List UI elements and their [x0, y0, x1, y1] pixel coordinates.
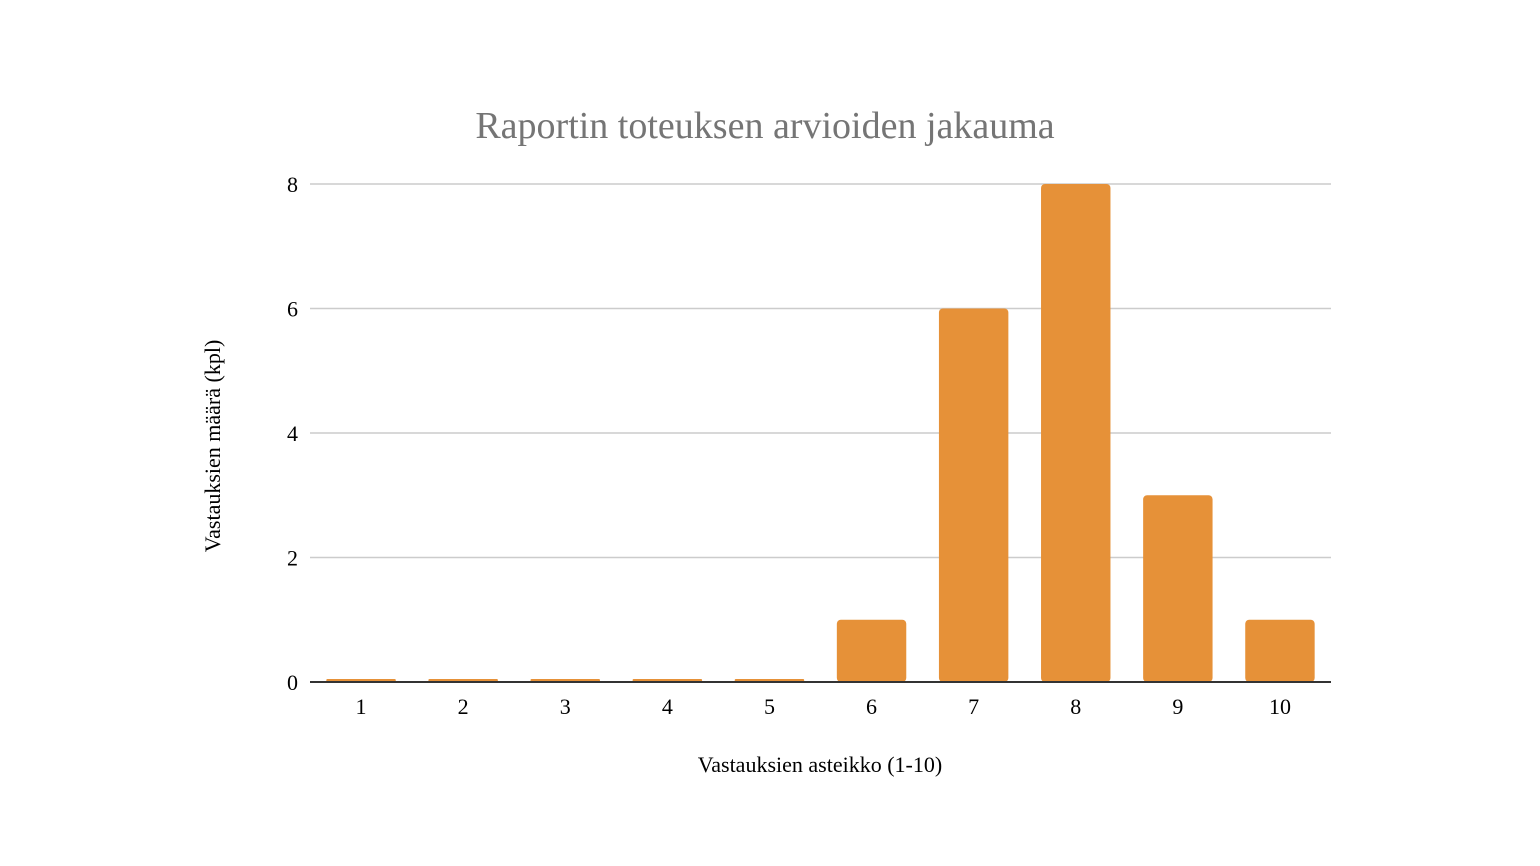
bar-9: [1143, 495, 1213, 682]
y-tick-label: 2: [287, 546, 298, 571]
x-tick-label: 3: [560, 694, 571, 719]
bar-10: [1245, 619, 1315, 682]
x-tick-label: 6: [866, 694, 877, 719]
x-tick-label: 4: [662, 694, 673, 719]
y-tick-label: 4: [287, 421, 298, 446]
x-tick-label: 10: [1269, 694, 1291, 719]
x-axis-title: Vastauksien asteikko (1-10): [697, 752, 943, 777]
x-tick-label: 2: [458, 694, 469, 719]
bar-8: [1041, 184, 1111, 682]
x-tick-label: 1: [356, 694, 367, 719]
y-tick-label: 6: [287, 297, 298, 322]
bar-6: [836, 619, 907, 682]
x-tick-label: 7: [968, 694, 979, 719]
y-tick-label: 8: [287, 172, 298, 197]
chart-title: Raportin toteuksen arvioiden jakauma: [475, 105, 1055, 147]
x-tick-label: 8: [1070, 694, 1081, 719]
x-tick-label: 9: [1172, 694, 1183, 719]
x-tick-label: 5: [764, 694, 775, 719]
bar-7: [938, 308, 1009, 682]
y-tick-label: 0: [287, 670, 298, 695]
